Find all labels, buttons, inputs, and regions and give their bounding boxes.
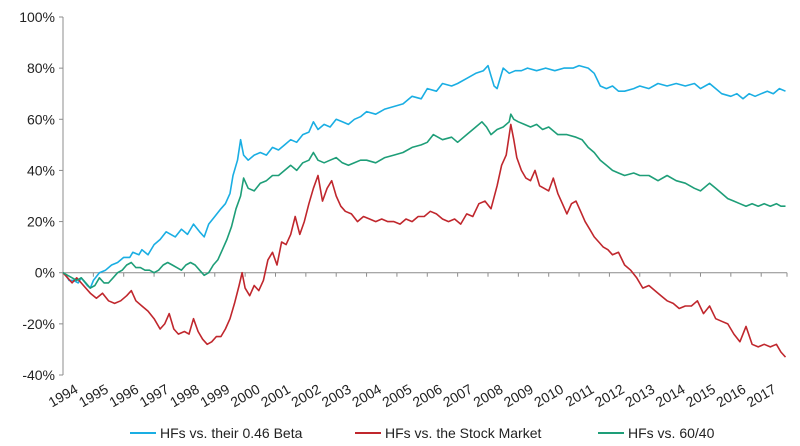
y-tick-label: -20% — [22, 316, 55, 332]
y-tick-label: 60% — [27, 111, 55, 127]
x-axis: 1994199519961997199819992000200120022003… — [46, 272, 788, 411]
legend-label-2: HFs vs. the Stock Market — [385, 425, 541, 441]
x-tick-label: 2007 — [440, 381, 475, 411]
legend-label-3: HFs vs. 60/40 — [628, 425, 715, 441]
y-axis: -40% -20% 0% 20% 40% 60% 80% 100% — [19, 9, 64, 383]
y-tick-label: -40% — [22, 367, 55, 383]
x-tick-label: 2004 — [349, 381, 384, 411]
x-tick-label: 2000 — [228, 381, 263, 411]
x-tick-label: 2006 — [410, 381, 445, 411]
y-tick-label: 0% — [35, 265, 55, 281]
x-tick-label: 2012 — [592, 381, 627, 411]
series-line-2 — [62, 123, 787, 358]
legend: HFs vs. their 0.46 Beta HFs vs. the Stock… — [130, 425, 715, 441]
x-tick-label: 2003 — [319, 381, 354, 411]
series-line-3 — [62, 113, 786, 289]
x-tick-label: 2015 — [683, 381, 718, 411]
x-tick-label: 2010 — [531, 381, 566, 411]
x-tick-label: 2009 — [501, 381, 536, 411]
x-tick-label: 1998 — [167, 381, 202, 411]
y-tick-label: 80% — [27, 60, 55, 76]
x-tick-label: 2013 — [622, 381, 657, 411]
x-tick-label: 1995 — [76, 381, 111, 411]
x-tick-label: 1997 — [137, 381, 172, 411]
x-tick-label: 1994 — [46, 381, 81, 411]
x-tick-label: 2001 — [258, 381, 293, 411]
x-tick-label: 2014 — [653, 381, 688, 411]
x-tick-label: 1999 — [197, 381, 232, 411]
legend-label-1: HFs vs. their 0.46 Beta — [160, 425, 303, 441]
x-tick-label: 2002 — [288, 381, 323, 411]
x-tick-label: 1996 — [106, 381, 141, 411]
series-lines — [62, 64, 787, 358]
x-tick-label: 2008 — [471, 381, 506, 411]
x-tick-label: 2016 — [713, 381, 748, 411]
x-tick-label: 2011 — [562, 381, 596, 410]
y-tick-label: 40% — [27, 162, 55, 178]
x-tick-label: 2017 — [744, 381, 779, 411]
y-tick-label: 20% — [27, 214, 55, 230]
y-tick-label: 100% — [19, 9, 55, 25]
series-line-1 — [62, 64, 786, 289]
x-tick-label: 2005 — [379, 381, 414, 411]
